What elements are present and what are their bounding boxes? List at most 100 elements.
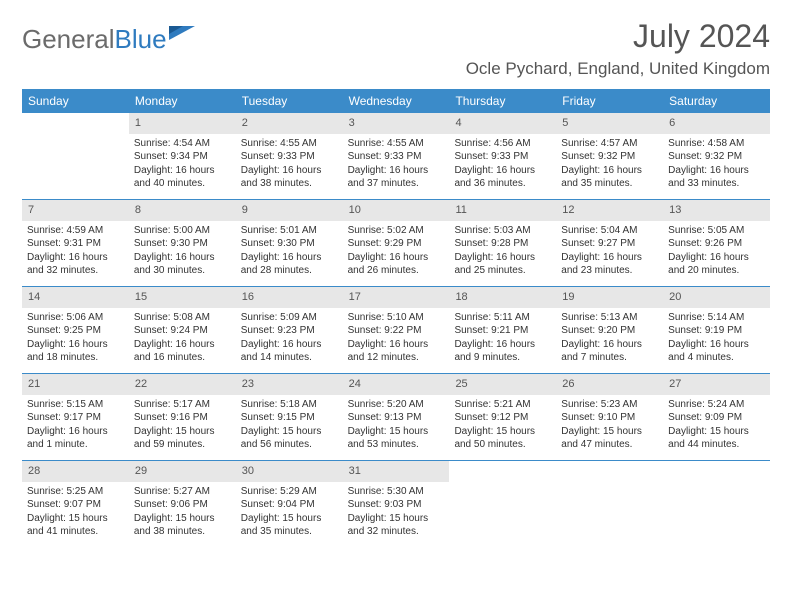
- location-subtitle: Ocle Pychard, England, United Kingdom: [466, 59, 770, 79]
- day-header-cell: Tuesday: [236, 89, 343, 113]
- day-body: Sunrise: 4:55 AMSunset: 9:33 PMDaylight:…: [343, 134, 450, 196]
- day-sunset: Sunset: 9:21 PM: [454, 324, 551, 338]
- day-cell: 21Sunrise: 5:15 AMSunset: 9:17 PMDayligh…: [22, 374, 129, 460]
- day-header-cell: Friday: [556, 89, 663, 113]
- day-number: 18: [449, 287, 556, 308]
- day-cell: 8Sunrise: 5:00 AMSunset: 9:30 PMDaylight…: [129, 200, 236, 286]
- day-body: Sunrise: 5:11 AMSunset: 9:21 PMDaylight:…: [449, 308, 556, 370]
- day-sunrise: Sunrise: 5:03 AM: [454, 224, 551, 238]
- day-cell: 19Sunrise: 5:13 AMSunset: 9:20 PMDayligh…: [556, 287, 663, 373]
- day-header-row: SundayMondayTuesdayWednesdayThursdayFrid…: [22, 89, 770, 113]
- day-number: 15: [129, 287, 236, 308]
- day-sunset: Sunset: 9:03 PM: [348, 498, 445, 512]
- day-cell: .: [556, 461, 663, 547]
- day-number: 3: [343, 113, 450, 134]
- week-row: 7Sunrise: 4:59 AMSunset: 9:31 PMDaylight…: [22, 200, 770, 287]
- day-daylight: Daylight: 15 hours and 56 minutes.: [241, 425, 338, 452]
- day-daylight: Daylight: 16 hours and 38 minutes.: [241, 164, 338, 191]
- day-body: Sunrise: 4:57 AMSunset: 9:32 PMDaylight:…: [556, 134, 663, 196]
- day-number: 30: [236, 461, 343, 482]
- day-number: 11: [449, 200, 556, 221]
- day-sunrise: Sunrise: 5:05 AM: [668, 224, 765, 238]
- day-header-cell: Thursday: [449, 89, 556, 113]
- day-daylight: Daylight: 16 hours and 40 minutes.: [134, 164, 231, 191]
- day-header-cell: Saturday: [663, 89, 770, 113]
- day-body: Sunrise: 5:15 AMSunset: 9:17 PMDaylight:…: [22, 395, 129, 457]
- logo-flag-icon: [169, 26, 195, 44]
- day-body: Sunrise: 5:24 AMSunset: 9:09 PMDaylight:…: [663, 395, 770, 457]
- day-daylight: Daylight: 16 hours and 1 minute.: [27, 425, 124, 452]
- day-cell: 13Sunrise: 5:05 AMSunset: 9:26 PMDayligh…: [663, 200, 770, 286]
- day-cell: 22Sunrise: 5:17 AMSunset: 9:16 PMDayligh…: [129, 374, 236, 460]
- day-cell: 12Sunrise: 5:04 AMSunset: 9:27 PMDayligh…: [556, 200, 663, 286]
- day-sunset: Sunset: 9:10 PM: [561, 411, 658, 425]
- day-daylight: Daylight: 16 hours and 32 minutes.: [27, 251, 124, 278]
- day-daylight: Daylight: 16 hours and 33 minutes.: [668, 164, 765, 191]
- day-daylight: Daylight: 16 hours and 26 minutes.: [348, 251, 445, 278]
- day-body: Sunrise: 5:06 AMSunset: 9:25 PMDaylight:…: [22, 308, 129, 370]
- day-cell: 17Sunrise: 5:10 AMSunset: 9:22 PMDayligh…: [343, 287, 450, 373]
- day-body: Sunrise: 5:01 AMSunset: 9:30 PMDaylight:…: [236, 221, 343, 283]
- logo: GeneralBlue: [22, 18, 195, 55]
- day-cell: 14Sunrise: 5:06 AMSunset: 9:25 PMDayligh…: [22, 287, 129, 373]
- day-number: 25: [449, 374, 556, 395]
- day-body: Sunrise: 4:55 AMSunset: 9:33 PMDaylight:…: [236, 134, 343, 196]
- day-sunrise: Sunrise: 5:02 AM: [348, 224, 445, 238]
- day-daylight: Daylight: 16 hours and 23 minutes.: [561, 251, 658, 278]
- day-sunset: Sunset: 9:04 PM: [241, 498, 338, 512]
- day-daylight: Daylight: 15 hours and 59 minutes.: [134, 425, 231, 452]
- day-sunset: Sunset: 9:26 PM: [668, 237, 765, 251]
- day-number: 27: [663, 374, 770, 395]
- day-daylight: Daylight: 16 hours and 25 minutes.: [454, 251, 551, 278]
- day-sunrise: Sunrise: 5:01 AM: [241, 224, 338, 238]
- day-cell: 1Sunrise: 4:54 AMSunset: 9:34 PMDaylight…: [129, 113, 236, 199]
- day-sunrise: Sunrise: 5:14 AM: [668, 311, 765, 325]
- day-number: 8: [129, 200, 236, 221]
- day-cell: .: [449, 461, 556, 547]
- day-daylight: Daylight: 15 hours and 47 minutes.: [561, 425, 658, 452]
- day-sunrise: Sunrise: 5:30 AM: [348, 485, 445, 499]
- day-cell: 18Sunrise: 5:11 AMSunset: 9:21 PMDayligh…: [449, 287, 556, 373]
- day-sunset: Sunset: 9:22 PM: [348, 324, 445, 338]
- day-cell: 15Sunrise: 5:08 AMSunset: 9:24 PMDayligh…: [129, 287, 236, 373]
- day-body: Sunrise: 5:20 AMSunset: 9:13 PMDaylight:…: [343, 395, 450, 457]
- day-sunrise: Sunrise: 4:57 AM: [561, 137, 658, 151]
- day-daylight: Daylight: 16 hours and 36 minutes.: [454, 164, 551, 191]
- day-body: Sunrise: 5:30 AMSunset: 9:03 PMDaylight:…: [343, 482, 450, 544]
- week-row: 21Sunrise: 5:15 AMSunset: 9:17 PMDayligh…: [22, 374, 770, 461]
- day-sunrise: Sunrise: 5:04 AM: [561, 224, 658, 238]
- day-sunrise: Sunrise: 4:55 AM: [241, 137, 338, 151]
- day-daylight: Daylight: 16 hours and 16 minutes.: [134, 338, 231, 365]
- day-sunrise: Sunrise: 5:23 AM: [561, 398, 658, 412]
- day-body: Sunrise: 5:29 AMSunset: 9:04 PMDaylight:…: [236, 482, 343, 544]
- day-header-cell: Wednesday: [343, 89, 450, 113]
- day-number: 7: [22, 200, 129, 221]
- day-number: 14: [22, 287, 129, 308]
- day-daylight: Daylight: 16 hours and 37 minutes.: [348, 164, 445, 191]
- logo-text-right: Blue: [115, 24, 167, 55]
- day-cell: 30Sunrise: 5:29 AMSunset: 9:04 PMDayligh…: [236, 461, 343, 547]
- page-header: GeneralBlue July 2024 Ocle Pychard, Engl…: [22, 18, 770, 79]
- day-sunset: Sunset: 9:19 PM: [668, 324, 765, 338]
- day-number: 31: [343, 461, 450, 482]
- day-sunset: Sunset: 9:24 PM: [134, 324, 231, 338]
- day-body: Sunrise: 4:54 AMSunset: 9:34 PMDaylight:…: [129, 134, 236, 196]
- day-daylight: Daylight: 16 hours and 30 minutes.: [134, 251, 231, 278]
- day-sunrise: Sunrise: 4:55 AM: [348, 137, 445, 151]
- day-cell: 2Sunrise: 4:55 AMSunset: 9:33 PMDaylight…: [236, 113, 343, 199]
- day-sunrise: Sunrise: 4:59 AM: [27, 224, 124, 238]
- day-cell: 6Sunrise: 4:58 AMSunset: 9:32 PMDaylight…: [663, 113, 770, 199]
- day-header-cell: Sunday: [22, 89, 129, 113]
- day-sunset: Sunset: 9:17 PM: [27, 411, 124, 425]
- day-cell: 28Sunrise: 5:25 AMSunset: 9:07 PMDayligh…: [22, 461, 129, 547]
- day-cell: 25Sunrise: 5:21 AMSunset: 9:12 PMDayligh…: [449, 374, 556, 460]
- day-number: 20: [663, 287, 770, 308]
- day-daylight: Daylight: 15 hours and 32 minutes.: [348, 512, 445, 539]
- day-sunset: Sunset: 9:25 PM: [27, 324, 124, 338]
- day-body: Sunrise: 5:21 AMSunset: 9:12 PMDaylight:…: [449, 395, 556, 457]
- day-number: 9: [236, 200, 343, 221]
- day-sunrise: Sunrise: 5:27 AM: [134, 485, 231, 499]
- day-sunrise: Sunrise: 4:54 AM: [134, 137, 231, 151]
- day-daylight: Daylight: 16 hours and 28 minutes.: [241, 251, 338, 278]
- day-sunset: Sunset: 9:15 PM: [241, 411, 338, 425]
